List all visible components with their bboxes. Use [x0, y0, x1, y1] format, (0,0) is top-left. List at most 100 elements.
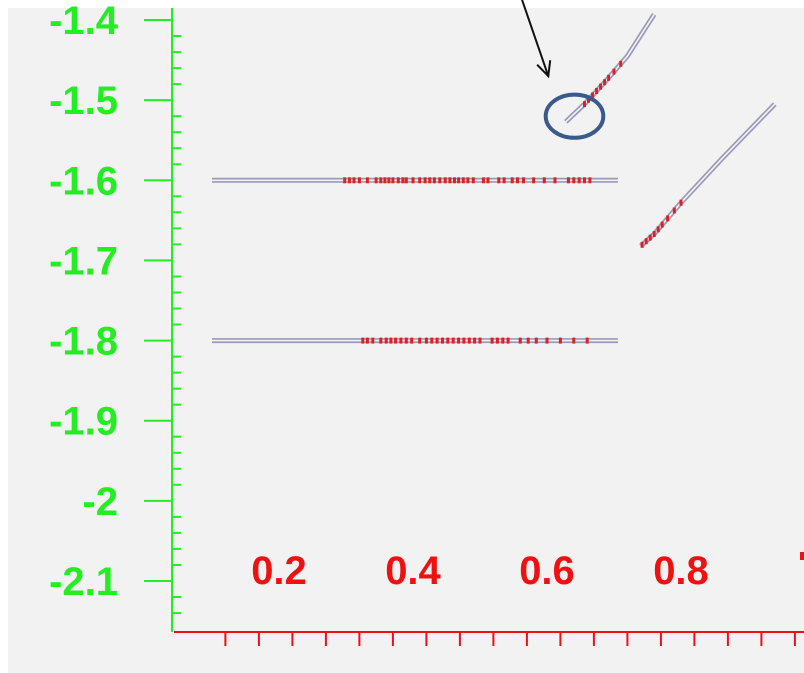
data-point	[347, 177, 351, 184]
data-point	[438, 177, 442, 184]
data-point	[666, 215, 670, 222]
y-tick-label: -2.1	[49, 560, 118, 604]
data-point	[365, 177, 369, 184]
y-tick-label: -2	[82, 480, 118, 524]
data-point	[603, 79, 607, 86]
data-point	[495, 337, 499, 344]
data-point	[588, 177, 592, 184]
data-point	[404, 337, 408, 344]
data-point	[545, 337, 549, 344]
data-point	[585, 337, 589, 344]
data-point	[401, 177, 405, 184]
x-tick-label: 0.2	[251, 549, 307, 593]
data-point	[607, 74, 611, 81]
data-point	[473, 337, 477, 344]
data-point	[497, 177, 501, 184]
data-point	[371, 337, 375, 344]
data-point	[532, 177, 536, 184]
x-axis: 0.2 0.4 0.6 0.8	[174, 549, 804, 646]
data-point	[510, 177, 514, 184]
data-point	[619, 60, 623, 67]
data-point	[391, 177, 395, 184]
data-point	[441, 337, 444, 344]
data-point	[583, 101, 586, 108]
y-tick-label: -1.4	[49, 0, 119, 43]
data-point	[411, 177, 415, 184]
data-point	[490, 337, 494, 344]
data-point	[478, 337, 482, 344]
data-point	[572, 337, 576, 344]
data-point	[516, 177, 519, 184]
data-point	[423, 177, 427, 184]
data-point	[462, 337, 466, 344]
highlight-circle	[543, 92, 606, 140]
data-point	[453, 177, 456, 184]
data-point	[526, 337, 530, 344]
data-point	[587, 96, 590, 103]
data-point	[612, 68, 616, 75]
data-point	[428, 177, 432, 184]
data-point	[467, 337, 471, 344]
data-point	[542, 177, 546, 184]
data-point	[394, 337, 398, 344]
data-point	[502, 177, 506, 184]
x-tick-label-clipped	[800, 552, 804, 560]
data-point	[558, 337, 562, 344]
data-point	[357, 177, 361, 184]
x-tick-label: 0.6	[519, 549, 575, 593]
data-point	[343, 177, 347, 184]
y-tick-label: -1.7	[49, 239, 118, 283]
y-tick-label: -1.6	[49, 159, 118, 203]
data-point	[640, 241, 644, 248]
data-point	[451, 337, 455, 344]
annotation-arrow-shaft	[521, 0, 550, 77]
data-point	[389, 337, 393, 344]
data-point	[374, 177, 378, 184]
data-point	[660, 221, 664, 228]
data-point	[383, 177, 387, 184]
data-point	[534, 337, 538, 344]
y-tick-label: -1.5	[49, 79, 118, 123]
data-point	[396, 177, 400, 184]
data-point	[361, 337, 365, 344]
y-tick-label: -1.8	[49, 320, 118, 364]
data-point	[466, 177, 470, 184]
data-point	[410, 337, 414, 344]
x-tick-label: 0.4	[385, 549, 441, 593]
data-point	[553, 177, 557, 184]
annotation-layer	[521, 0, 606, 140]
data-point	[352, 177, 356, 184]
data-point	[379, 177, 383, 184]
data-point	[399, 337, 403, 344]
data-point	[591, 92, 595, 99]
data-point	[644, 238, 648, 245]
data-point	[432, 177, 436, 184]
data-point	[430, 337, 434, 344]
data-point	[443, 177, 447, 184]
data-point	[679, 199, 683, 206]
data-point	[583, 177, 586, 184]
data-point	[648, 234, 652, 241]
data-point	[461, 177, 465, 184]
data-point	[435, 337, 439, 344]
data-point	[656, 226, 660, 233]
data-point	[418, 177, 422, 184]
data-point	[672, 207, 676, 214]
data-point	[457, 177, 461, 184]
data-point	[471, 177, 475, 184]
data-point	[599, 83, 603, 90]
data-point	[577, 177, 581, 184]
data-point	[446, 337, 450, 344]
data-point	[379, 337, 383, 344]
x-tick-label: 0.8	[653, 549, 709, 593]
data-point	[457, 337, 461, 344]
data-point	[365, 337, 369, 344]
data-point	[387, 177, 391, 184]
y-axis: -1.4 -1.5 -1.6 -1.7 -1.8 -1.9 -2 -2.1	[49, 0, 181, 632]
y-tick-label: -1.9	[49, 400, 118, 444]
data-point	[566, 177, 570, 184]
data-point	[572, 177, 576, 184]
data-point	[518, 337, 522, 344]
data-point	[506, 337, 510, 344]
